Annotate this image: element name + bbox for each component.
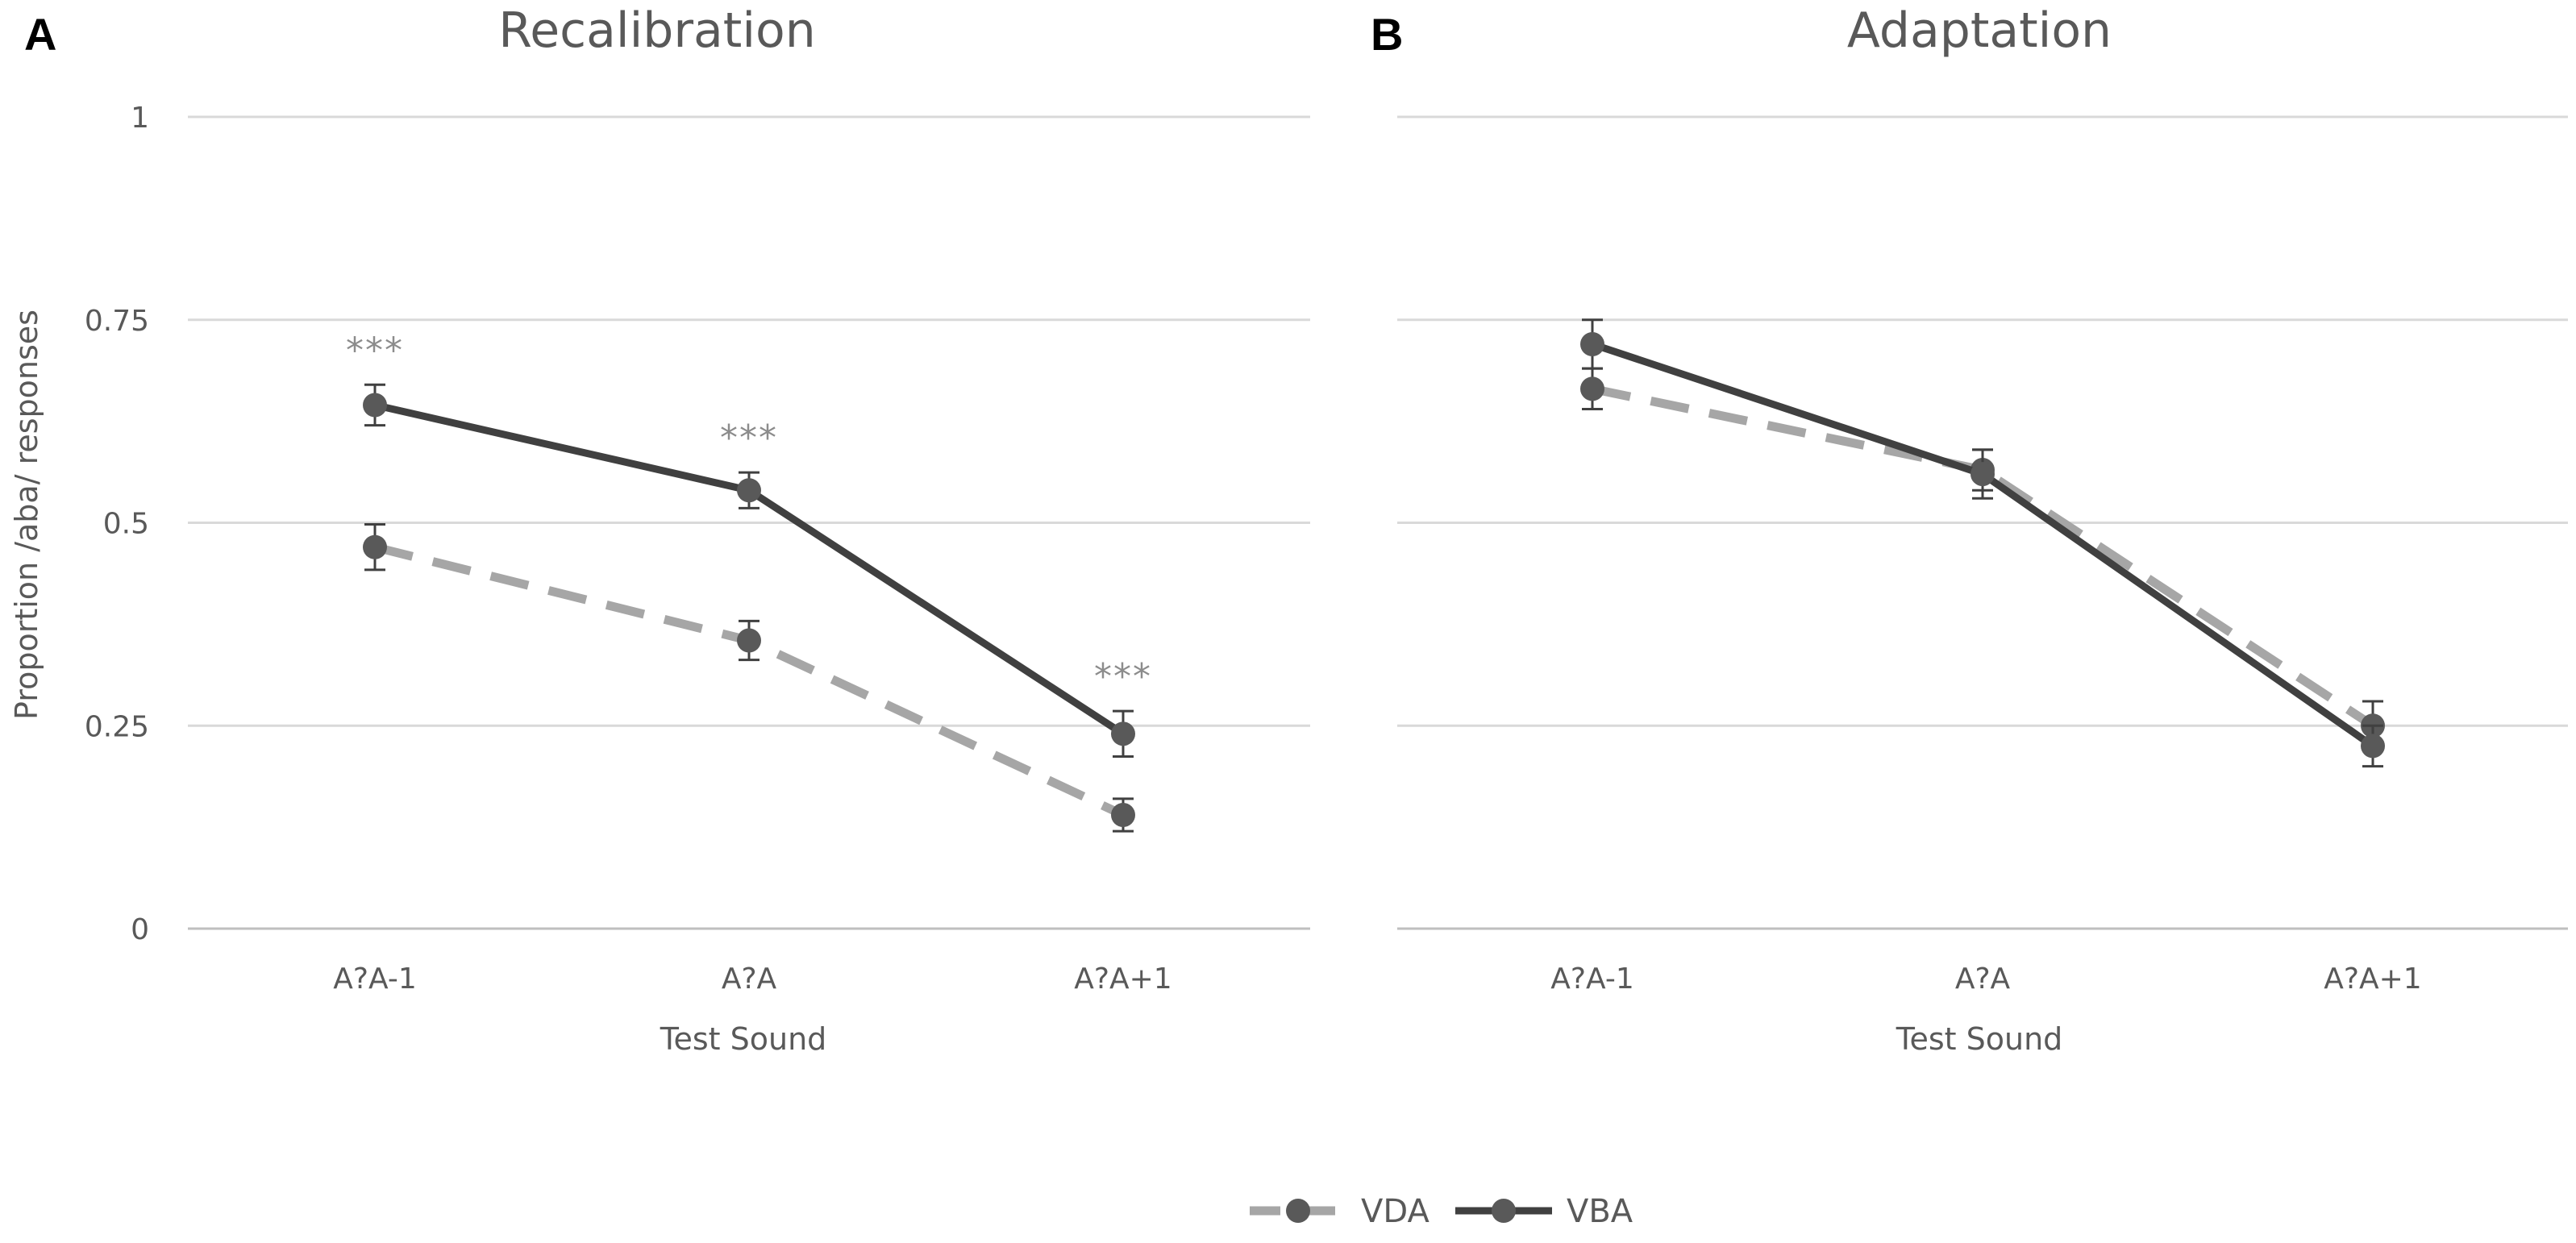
legend-entry-vba: VBA — [1455, 1193, 1633, 1230]
y-axis-title: Proportion /aba/ responses — [9, 310, 44, 720]
series-vba — [363, 383, 1135, 759]
y-tick-label: 0.5 — [103, 508, 149, 541]
significance-marker: *** — [1094, 656, 1152, 697]
legend: VDA VBA — [1250, 1193, 1633, 1230]
chart-title: Adaptation — [1847, 2, 2112, 59]
legend-marker — [1492, 1199, 1516, 1223]
y-tick-label: 0.25 — [85, 710, 149, 743]
series-line-vda — [373, 543, 1126, 820]
x-axis-title: Test Sound — [660, 1021, 827, 1057]
data-point-vba — [1970, 462, 1995, 487]
legend-label: VBA — [1567, 1193, 1633, 1230]
chart-title: Recalibration — [498, 2, 815, 59]
data-point-vba — [363, 393, 387, 418]
data-point-vda — [1111, 803, 1135, 828]
legend-entry-vda: VDA — [1250, 1193, 1429, 1230]
data-point-vba — [2361, 734, 2385, 759]
legend-marker — [1286, 1199, 1310, 1223]
x-axis-title: Test Sound — [1896, 1021, 2063, 1057]
x-tick-label: A?A-1 — [1550, 962, 1633, 996]
series-line-vda — [1591, 384, 2376, 730]
legend-label: VDA — [1361, 1193, 1429, 1230]
data-point-vba — [737, 478, 761, 503]
data-point-vba — [1111, 721, 1135, 746]
x-tick-label: A?A-1 — [333, 962, 416, 996]
data-point-vda — [737, 628, 761, 653]
x-tick-label: A?A — [722, 962, 777, 996]
x-tick-label: A?A+1 — [1074, 962, 1171, 996]
panel-label: B — [1371, 9, 1403, 60]
panel-label: A — [24, 9, 56, 60]
y-tick-label: 0.75 — [85, 305, 149, 338]
series-vda — [1580, 367, 2385, 751]
series-vba — [1580, 318, 2385, 768]
significance-marker: *** — [720, 418, 778, 459]
x-tick-label: A?A+1 — [2324, 962, 2421, 996]
panel-a: A Recalibration 0 0.25 0.5 0.75 1 Proportion /a… — [9, 2, 1310, 1057]
y-tick-label: 0 — [131, 913, 149, 946]
data-point-vba — [1580, 331, 1604, 356]
data-point-vda — [363, 534, 387, 559]
series-line-vba — [1591, 340, 2375, 750]
panel-b: B Adaptation A?A-1 A?A A?A+1 Test Sound — [1371, 2, 2568, 1057]
y-tick-label: 1 — [131, 102, 149, 135]
significance-marker: *** — [346, 330, 404, 371]
data-point-vda — [1580, 376, 1604, 401]
x-tick-label: A?A — [1955, 962, 2011, 996]
series-vda — [363, 523, 1135, 833]
